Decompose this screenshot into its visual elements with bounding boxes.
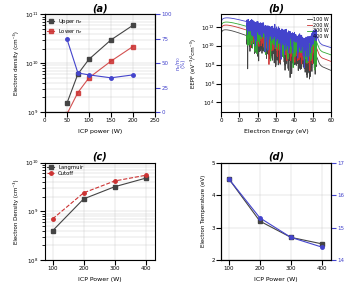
Langmuir bbox=[144, 176, 148, 180]
Line: 100 W: 100 W bbox=[221, 30, 331, 79]
100 W bbox=[234, 30, 238, 34]
Title: (d): (d) bbox=[268, 152, 284, 162]
Lower n$_e$ bbox=[65, 112, 69, 116]
400 W bbox=[238, 18, 242, 22]
300 W bbox=[329, 53, 333, 57]
300 W bbox=[225, 20, 229, 24]
400 W bbox=[279, 32, 284, 36]
Lower n$_e$ bbox=[131, 45, 135, 48]
400 W bbox=[225, 16, 229, 20]
200 W bbox=[238, 26, 242, 30]
Title: (a): (a) bbox=[92, 4, 108, 14]
Line: 400 W: 400 W bbox=[221, 18, 331, 68]
Line: Lower n$_e$: Lower n$_e$ bbox=[65, 45, 135, 116]
Line: Langmuir: Langmuir bbox=[51, 176, 147, 232]
Lower n$_e$ bbox=[87, 76, 91, 79]
300 W bbox=[219, 26, 223, 30]
Langmuir bbox=[81, 197, 86, 201]
Upper n$_e$ bbox=[87, 58, 91, 61]
200 W bbox=[308, 69, 312, 72]
Line: Cutoff: Cutoff bbox=[51, 173, 147, 221]
100 W bbox=[219, 34, 223, 37]
200 W bbox=[267, 63, 271, 66]
300 W bbox=[279, 42, 284, 46]
100 W bbox=[224, 28, 228, 32]
Line: Upper n$_e$: Upper n$_e$ bbox=[65, 23, 135, 105]
Y-axis label: Electron density (cm⁻³): Electron density (cm⁻³) bbox=[13, 31, 19, 95]
400 W bbox=[277, 33, 281, 36]
400 W bbox=[267, 26, 271, 30]
100 W bbox=[238, 32, 242, 35]
X-axis label: Electron Energy (eV): Electron Energy (eV) bbox=[244, 129, 308, 134]
Upper n$_e$ bbox=[76, 72, 80, 76]
Langmuir bbox=[50, 229, 55, 232]
100 W bbox=[307, 77, 312, 81]
Title: (b): (b) bbox=[268, 4, 284, 14]
Cutoff bbox=[144, 173, 148, 177]
Legend: Langmuir, Cutoff: Langmuir, Cutoff bbox=[47, 164, 84, 177]
400 W bbox=[256, 22, 260, 25]
Upper n$_e$ bbox=[109, 38, 113, 42]
Legend: Upper n$_e$, Lower n$_e$: Upper n$_e$, Lower n$_e$ bbox=[47, 16, 84, 37]
200 W bbox=[277, 44, 281, 48]
Langmuir bbox=[112, 185, 117, 188]
100 W bbox=[277, 51, 281, 55]
Y-axis label: nₓ/n₀
(%): nₓ/n₀ (%) bbox=[175, 56, 185, 70]
Legend: 100 W, 200 W, 300 W, 400 W: 100 W, 200 W, 300 W, 400 W bbox=[306, 16, 330, 40]
Cutoff bbox=[81, 191, 86, 194]
400 W bbox=[234, 17, 238, 21]
300 W bbox=[256, 29, 260, 33]
100 W bbox=[267, 41, 271, 45]
Lower n$_e$ bbox=[109, 60, 113, 63]
200 W bbox=[329, 60, 333, 63]
100 W bbox=[329, 69, 333, 72]
200 W bbox=[224, 23, 228, 27]
X-axis label: ICP power (W): ICP power (W) bbox=[78, 129, 122, 134]
Cutoff bbox=[112, 179, 117, 183]
Upper n$_e$ bbox=[131, 23, 135, 27]
300 W bbox=[234, 22, 238, 25]
300 W bbox=[277, 34, 281, 37]
X-axis label: ICP Power (W): ICP Power (W) bbox=[78, 277, 122, 282]
200 W bbox=[256, 30, 260, 34]
300 W bbox=[238, 23, 242, 26]
Line: 300 W: 300 W bbox=[221, 22, 331, 70]
200 W bbox=[279, 46, 284, 50]
Lower n$_e$ bbox=[76, 91, 80, 94]
100 W bbox=[279, 46, 284, 50]
300 W bbox=[267, 33, 271, 36]
Cutoff bbox=[50, 217, 55, 221]
Y-axis label: Electron Temperature (eV): Electron Temperature (eV) bbox=[201, 175, 206, 247]
X-axis label: ICP Power (W): ICP Power (W) bbox=[254, 277, 298, 282]
Y-axis label: Electron Density (cm⁻³): Electron Density (cm⁻³) bbox=[13, 179, 19, 244]
400 W bbox=[329, 46, 333, 49]
Y-axis label: EEPF (eV⁻³/²cm⁻³): EEPF (eV⁻³/²cm⁻³) bbox=[189, 39, 196, 88]
Upper n$_e$ bbox=[65, 102, 69, 105]
Title: (c): (c) bbox=[92, 152, 107, 162]
100 W bbox=[256, 39, 260, 42]
400 W bbox=[302, 66, 306, 70]
200 W bbox=[234, 25, 238, 29]
400 W bbox=[219, 22, 223, 26]
300 W bbox=[313, 68, 317, 72]
Line: 200 W: 200 W bbox=[221, 25, 331, 71]
200 W bbox=[219, 29, 223, 33]
